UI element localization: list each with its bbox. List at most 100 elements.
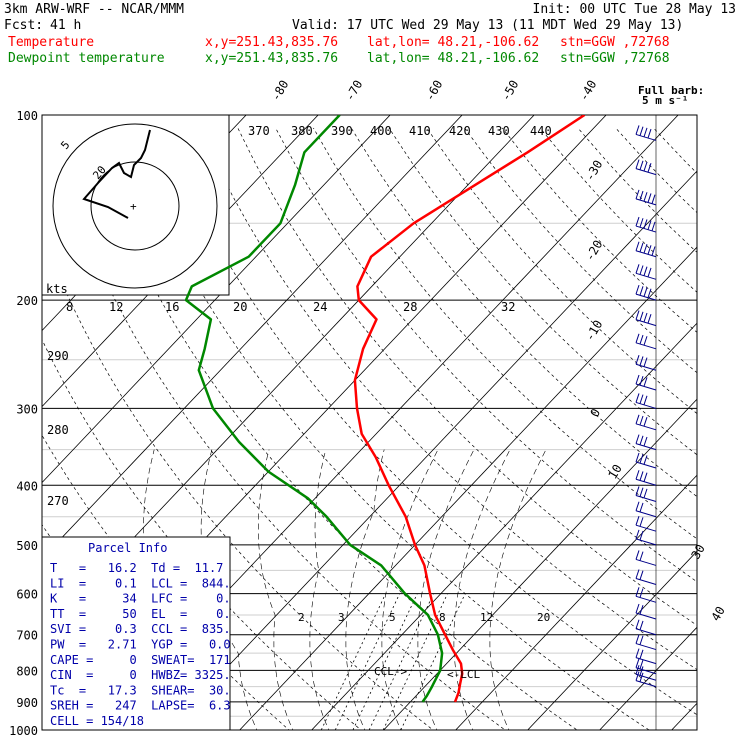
hodo-tick: 28: [403, 300, 417, 314]
barb-shaft: [635, 667, 657, 675]
valid-time: Valid: 17 UTC Wed 29 May 13 (11 MDT Wed …: [292, 18, 683, 33]
barb-flag: [635, 310, 640, 320]
barb-flag: [635, 665, 640, 675]
hodograph-ring-inner: [90, 161, 180, 251]
isotherm--50: [42, 115, 535, 636]
isotherm-20: [455, 474, 697, 730]
wind-barb: [635, 264, 657, 280]
dewpoint-station: stn=GGW ,72768: [560, 51, 670, 66]
dry-adiabat-290: [42, 231, 434, 730]
wind-barb: [635, 486, 657, 502]
hodograph: + 5 20 kts: [41, 114, 230, 296]
isotherm-50: [671, 702, 697, 730]
barb-flag: [643, 417, 648, 427]
barb-flag: [635, 550, 640, 560]
barb-flag: [639, 551, 644, 561]
adiabat-label-left: 270: [47, 494, 69, 508]
barb-flag: [647, 267, 652, 278]
barb-flag: [635, 355, 640, 365]
barb-shaft: [635, 401, 657, 409]
wind-barb: [635, 393, 657, 409]
mixing-ratio-5: [352, 593, 418, 730]
wind-barb: [635, 355, 657, 371]
pressure-label: 800: [16, 664, 38, 678]
barb-flag: [643, 161, 648, 172]
barb-flag: [639, 286, 644, 296]
isotherm--80: [42, 115, 319, 408]
barb-flag: [643, 436, 648, 447]
barb-flag: [643, 312, 648, 323]
mixing-ratio-8: [368, 593, 434, 730]
adiabat-labels: 370 380 390 400 410 420 430 440 290 280 …: [47, 124, 552, 508]
barb-flag: [639, 666, 644, 676]
barb-flag: [635, 569, 640, 579]
barb-flag: [639, 415, 644, 426]
pressure-label: 200: [16, 294, 38, 308]
barb-shaft: [635, 250, 657, 258]
barb-flag: [635, 501, 640, 511]
barb-shaft: [635, 578, 657, 585]
barb-shaft: [635, 538, 657, 546]
parcel-row: PW = 2.71 YGP = 0.0: [50, 638, 231, 652]
header: 3km ARW-WRF -- NCAR/MMM Init: 00 UTC Tue…: [4, 2, 736, 66]
hodo-tick: 8: [66, 300, 73, 314]
dry-adiabat-380: [350, 127, 697, 498]
barb-shaft: [635, 293, 657, 301]
barb-flag: [639, 435, 644, 445]
barb-flag: [643, 127, 648, 138]
barb-flag: [635, 516, 640, 526]
barb-shaft: [635, 198, 657, 206]
isotherm-label: -30: [582, 158, 605, 184]
forecast-label: Fcst:: [4, 18, 43, 33]
wind-barb: [635, 310, 657, 327]
adiabat-label: 440: [530, 124, 552, 138]
isotherm--20: [167, 170, 697, 730]
barb-flag: [635, 648, 640, 658]
barb-shaft: [635, 461, 657, 469]
barb-flag: [639, 659, 644, 670]
barb-shaft: [635, 478, 657, 486]
hodo-tick: 20: [233, 300, 247, 314]
adiabat-label: 430: [488, 124, 510, 138]
barb-flag: [639, 242, 644, 253]
barb-shaft: [635, 319, 657, 327]
wind-barb: [635, 414, 657, 431]
ccl-marker: CCL->: [374, 665, 407, 678]
barb-shaft: [635, 612, 657, 620]
barb-shaft: [635, 443, 657, 451]
barb-shaft: [635, 383, 657, 391]
barb-flag: [643, 219, 648, 229]
plot-frame: [41, 114, 698, 731]
wind-barb: [635, 665, 657, 681]
adiabat-label: 410: [409, 124, 431, 138]
barb-flag: [639, 218, 644, 228]
barb-flag: [647, 288, 652, 298]
mixing-ratio-label: 8: [439, 611, 446, 624]
mixing-ratio-3: [334, 593, 401, 730]
hodograph-center-mark: +: [130, 200, 137, 213]
barb-flag: [643, 243, 648, 254]
mixing-ratio-label: 12: [480, 611, 493, 624]
adiabat-label: 370: [248, 124, 270, 138]
barb-flag: [635, 284, 640, 295]
barb-flag: [635, 393, 640, 403]
barb-key-title: Full barb:: [638, 84, 704, 97]
parcel-row: SVI = 0.3 CCL = 835.: [50, 622, 231, 636]
parcel-row: LI = 0.1 LCL = 844.: [50, 576, 231, 590]
barb-flag: [635, 241, 640, 251]
forecast-hour: 41 h: [50, 18, 81, 33]
barb-flag: [635, 619, 640, 629]
isotherm-label: -50: [498, 78, 521, 104]
barb-flag: [639, 311, 644, 321]
wind-barb: [635, 333, 657, 350]
model-title: 3km ARW-WRF -- NCAR/MMM: [4, 2, 184, 17]
wind-barb: [635, 452, 657, 469]
wind-barb: [635, 619, 657, 636]
isotherm-label: 10: [605, 462, 624, 482]
barb-shaft: [635, 657, 657, 665]
adiabat-label: 400: [370, 124, 392, 138]
dewpoint-trace: [184, 115, 444, 703]
barb-key-units: 5 m s⁻¹: [642, 94, 688, 107]
temperature-trace: [353, 115, 586, 703]
dry-adiabat-410: [464, 127, 697, 374]
